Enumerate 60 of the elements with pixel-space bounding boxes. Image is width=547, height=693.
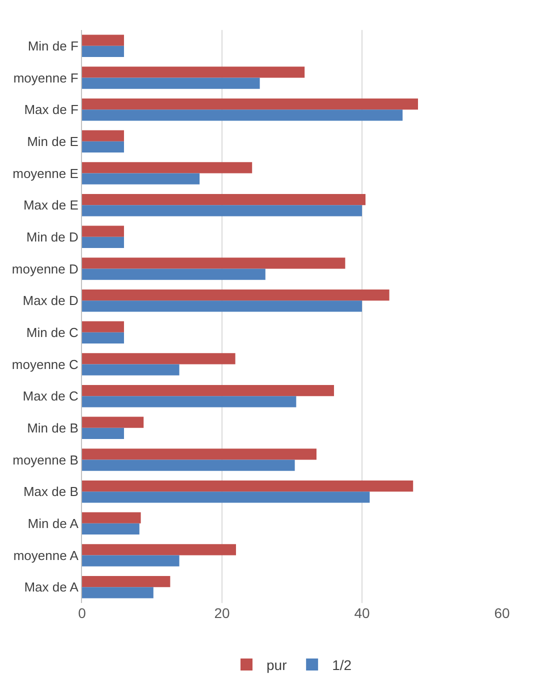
bar: [82, 364, 180, 376]
bar: [82, 162, 252, 174]
y-tick-label: Max de D: [22, 293, 78, 308]
y-tick-label: moyenne C: [12, 356, 78, 372]
bar: [82, 353, 236, 364]
y-tick-label: Min de B: [27, 420, 78, 436]
y-tick-label: Min de F: [28, 38, 78, 54]
bar: [82, 416, 144, 428]
x-tick-label: 60: [494, 605, 510, 621]
bar: [82, 480, 414, 492]
bar: [82, 576, 170, 588]
bar: [82, 587, 154, 598]
bar: [82, 300, 362, 312]
y-tick-label: moyenne A: [13, 548, 79, 563]
y-tick-label: Min de A: [28, 516, 79, 531]
bar: [82, 205, 362, 216]
bar: [82, 268, 266, 280]
y-tick-label: moyenne E: [12, 166, 79, 181]
bar: [82, 523, 140, 535]
bar: [82, 226, 124, 237]
y-tick-label: Max de C: [22, 388, 78, 404]
bar: [82, 289, 390, 301]
bar: [82, 34, 124, 46]
x-tick-label: 40: [354, 605, 370, 621]
y-tick-label: moyenne B: [12, 452, 78, 468]
bar: [82, 258, 346, 269]
bar: [82, 396, 296, 408]
bar: [82, 78, 260, 89]
y-tick-label: moyenne D: [12, 261, 78, 276]
y-tick-label: Min de E: [27, 134, 79, 149]
y-tick-label: Max de B: [23, 484, 78, 500]
bar: [82, 428, 124, 440]
bar: [82, 130, 124, 142]
legend-label: 1/2: [332, 656, 352, 673]
bar: [82, 384, 334, 396]
bar: [82, 173, 200, 184]
bar: [82, 141, 124, 153]
bar: [82, 492, 370, 503]
bar: [82, 321, 124, 332]
bar: [82, 332, 124, 344]
bar: [82, 98, 418, 110]
bar: [82, 236, 124, 248]
bar: [82, 448, 316, 460]
bar: [82, 110, 403, 121]
legend-label: pur: [266, 656, 288, 673]
x-tick-label: 20: [214, 605, 230, 621]
bar: [82, 555, 180, 566]
y-tick-label: Max de F: [24, 102, 78, 118]
y-tick-label: Min de D: [26, 229, 78, 244]
bar: [82, 544, 236, 556]
bar: [82, 66, 305, 78]
bar: [82, 460, 295, 471]
y-tick-label: Max de E: [23, 198, 79, 213]
bar: [82, 512, 141, 524]
y-tick-label: moyenne F: [13, 70, 78, 86]
y-tick-label: Max de A: [24, 580, 79, 595]
bar: [82, 194, 366, 206]
bar: [82, 46, 124, 58]
y-tick-label: Min de C: [26, 324, 78, 340]
x-tick-label: 0: [78, 605, 86, 621]
